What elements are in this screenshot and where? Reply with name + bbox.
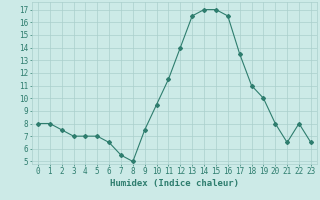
X-axis label: Humidex (Indice chaleur): Humidex (Indice chaleur)	[110, 179, 239, 188]
